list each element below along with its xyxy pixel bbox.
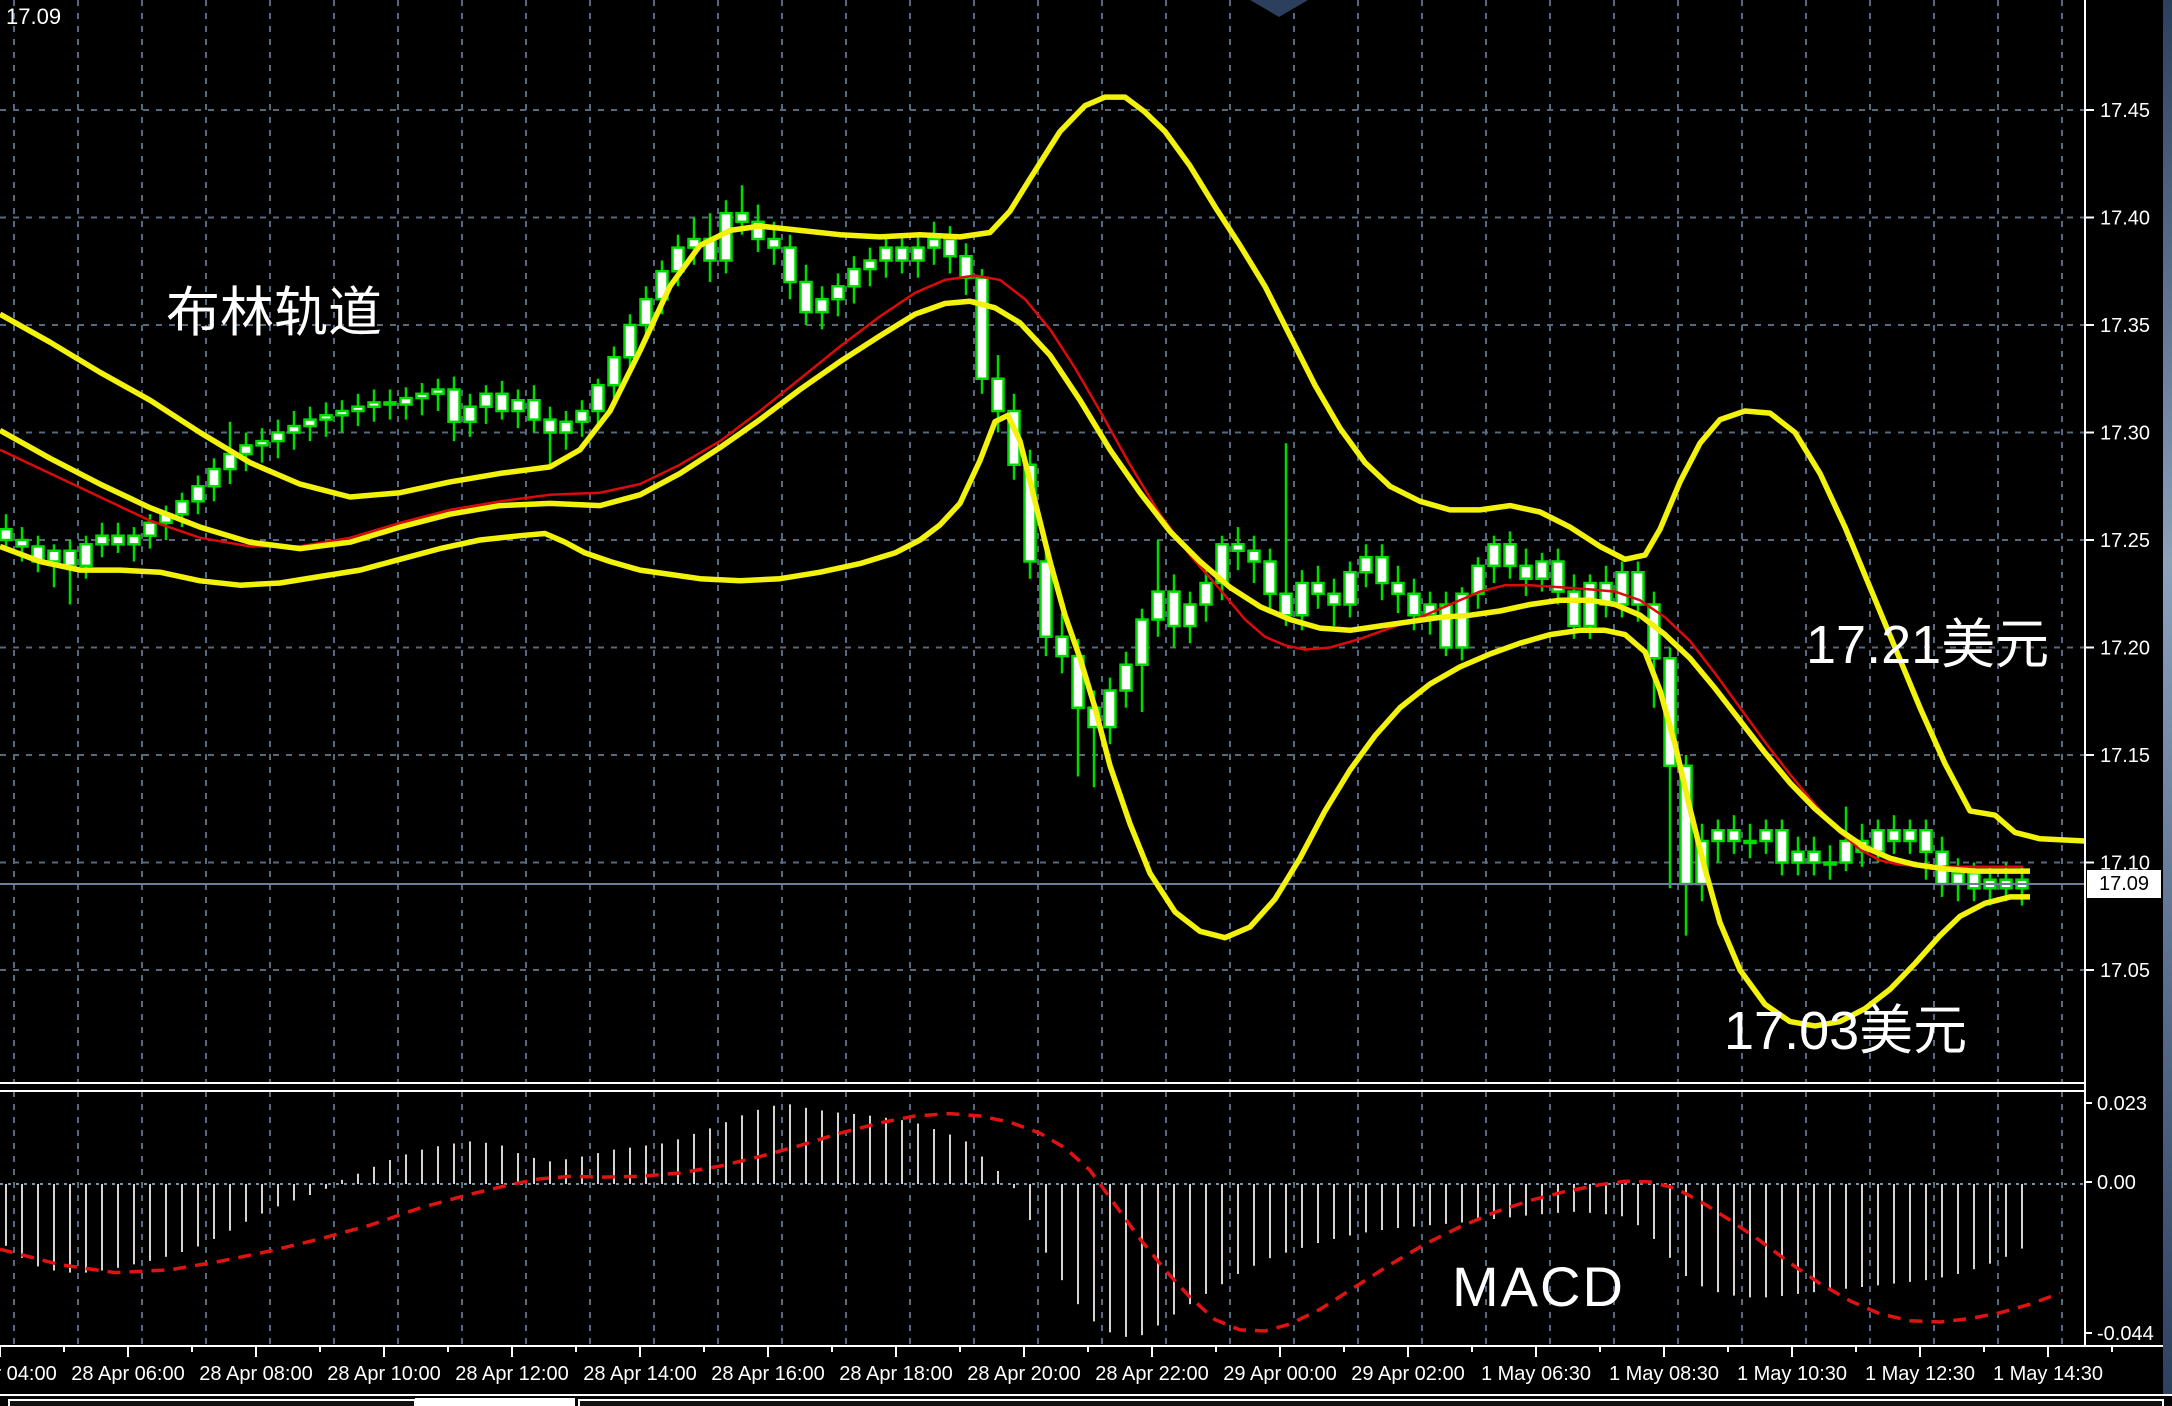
time-axis[interactable]: 28 Apr 04:00 28 Apr 06:00 28 Apr 08:00 28 A… bbox=[0, 1346, 2113, 1385]
macd-tick-label: -0.044 bbox=[2097, 1323, 2154, 1345]
bollinger-upper-band bbox=[0, 94, 2086, 844]
price-tick-label: 17.10 bbox=[2100, 853, 2150, 875]
macd-axis[interactable]: 0.023 0.00 -0.044 bbox=[2085, 1093, 2154, 1345]
grid bbox=[0, 0, 2085, 1345]
background-windows-strip bbox=[0, 1394, 2172, 1406]
time-tick-label: 1 May 08:30 bbox=[1609, 1363, 1719, 1385]
time-tick-label: 28 Apr 08:00 bbox=[199, 1363, 312, 1385]
time-tick-label: 28 Apr 18:00 bbox=[839, 1363, 952, 1385]
time-tick-label: 1 May 14:30 bbox=[1993, 1363, 2103, 1385]
annotation-bollinger-label: 布林轨道 bbox=[166, 283, 382, 343]
macd-tick-label: 0.00 bbox=[2097, 1172, 2136, 1194]
time-tick-label: 28 Apr 10:00 bbox=[327, 1363, 440, 1385]
panel-borders bbox=[0, 0, 2172, 1347]
price-tick-label: 17.15 bbox=[2100, 745, 2150, 767]
time-tick-label: 1 May 10:30 bbox=[1737, 1363, 1847, 1385]
time-tick-label: 28 Apr 04:00 bbox=[0, 1363, 57, 1385]
price-tick-label: 17.25 bbox=[2100, 530, 2150, 552]
time-tick-label: 29 Apr 02:00 bbox=[1351, 1363, 1464, 1385]
current-price-tag: 17.09 bbox=[2087, 870, 2161, 898]
price-tick-label: 17.20 bbox=[2100, 638, 2150, 660]
chart-shift-marker-icon bbox=[1250, 0, 1308, 17]
price-tick-label: 17.05 bbox=[2100, 960, 2150, 982]
background-window-fragment[interactable] bbox=[415, 1398, 575, 1406]
candlesticks bbox=[0, 185, 2029, 936]
price-tick-label: 17.45 bbox=[2100, 100, 2150, 122]
background-window-fragment[interactable] bbox=[578, 1399, 2164, 1406]
time-tick-label: 1 May 12:30 bbox=[1865, 1363, 1975, 1385]
background-window-fragment[interactable] bbox=[8, 1399, 416, 1406]
bollinger-middle-band bbox=[0, 298, 2030, 874]
price-tick-label: 17.35 bbox=[2100, 315, 2150, 337]
annotation-macd-label: MACD bbox=[1452, 1255, 1625, 1318]
last-price-readout: 17.09 bbox=[6, 4, 62, 29]
time-tick-label: 28 Apr 16:00 bbox=[711, 1363, 824, 1385]
price-axis[interactable]: 17.45 17.40 17.35 17.30 17.25 17.20 17.15 17.10… bbox=[2085, 100, 2150, 982]
macd-signal-line bbox=[0, 1111, 2061, 1333]
time-tick-label: 28 Apr 14:00 bbox=[583, 1363, 696, 1385]
annotation-lower-band-price: 17.03美元 bbox=[1724, 1001, 1968, 1061]
red-ma-line bbox=[0, 274, 2023, 869]
bollinger-lower-band bbox=[0, 412, 2030, 1029]
macd-tick-label: 0.023 bbox=[2097, 1093, 2147, 1115]
time-tick-label: 29 Apr 00:00 bbox=[1223, 1363, 1336, 1385]
price-tick-label: 17.30 bbox=[2100, 423, 2150, 445]
window-right-edge bbox=[2163, 0, 2172, 1406]
time-tick-label: 28 Apr 20:00 bbox=[967, 1363, 1080, 1385]
time-tick-label: 28 Apr 22:00 bbox=[1095, 1363, 1208, 1385]
annotation-upper-band-price: 17.21美元 bbox=[1806, 615, 2050, 675]
time-tick-label: 28 Apr 12:00 bbox=[455, 1363, 568, 1385]
price-tick-label: 17.40 bbox=[2100, 208, 2150, 230]
macd-histogram bbox=[5, 1104, 2023, 1337]
time-tick-label: 28 Apr 06:00 bbox=[71, 1363, 184, 1385]
time-tick-label: 1 May 06:30 bbox=[1481, 1363, 1591, 1385]
